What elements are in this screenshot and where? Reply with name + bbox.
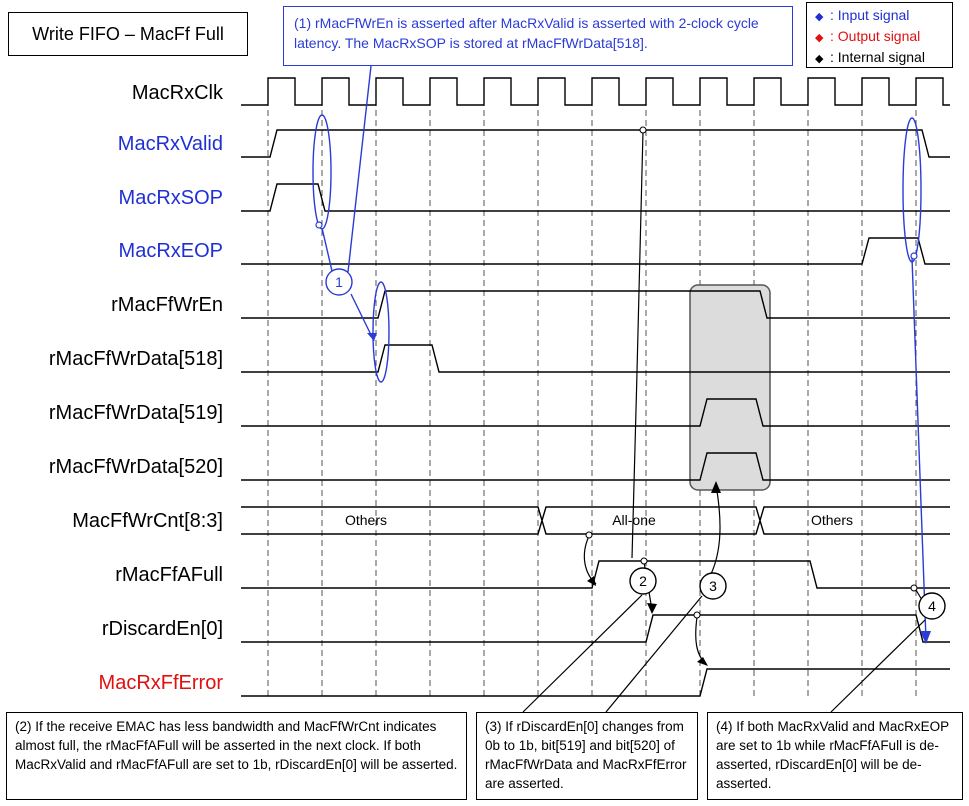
signal-label-macrxvalid: MacRxValid xyxy=(118,133,223,155)
wave-macrxsop xyxy=(241,183,950,212)
marker-2-label: 2 xyxy=(639,573,647,589)
wave-macrxeop xyxy=(241,237,950,265)
clock-guide-lines xyxy=(267,100,917,700)
signal-label-macrxeop: MacRxEOP xyxy=(119,240,223,262)
marker-4-circle xyxy=(918,592,946,620)
wave-rmacffafull xyxy=(241,560,950,589)
bus-value-all-one: All-one xyxy=(612,512,656,528)
legend-input-label: : Input signal xyxy=(830,7,910,23)
dot-discard-rise xyxy=(693,611,701,619)
signal-label-macrxclk: MacRxClk xyxy=(132,82,224,104)
wave-rmacffwrdata-518 xyxy=(241,344,950,373)
ellipse-wren-data518 xyxy=(372,281,390,383)
output-diamond-icon: ◆ xyxy=(815,32,824,44)
note-2: (2) If the receive EMAC has less bandwid… xyxy=(6,712,467,800)
signal-label-macffwrcnt: MacFfWrCnt[8:3] xyxy=(72,510,223,532)
note-4: (4) If both MacRxValid and MacRxEOP are … xyxy=(707,712,963,800)
dot-cnt xyxy=(585,531,593,539)
dot-afull-rise xyxy=(640,557,648,565)
arrowhead-highlight xyxy=(711,481,721,493)
wave-macrxvalid xyxy=(241,129,950,158)
bus-value-others-2: Others xyxy=(811,512,853,528)
marker-1-circle xyxy=(325,268,353,296)
arrowhead-error xyxy=(697,657,708,666)
arrow-discard-to-error xyxy=(695,616,707,665)
arrow-eop-to-discard xyxy=(911,257,927,641)
arrowhead-discard xyxy=(647,603,657,614)
callout-line-1b xyxy=(321,227,333,272)
diagram-title: Write FIFO – MacFf Full xyxy=(8,12,248,56)
input-diamond-icon: ◆ xyxy=(815,11,824,23)
wave-macrxfferror xyxy=(241,668,950,697)
marker-1-label: 1 xyxy=(335,274,343,290)
legend-internal-label: : Internal signal xyxy=(830,49,925,65)
callout-line-3 xyxy=(605,595,703,713)
wave-rmacffwrdata-520 xyxy=(241,452,950,481)
wave-rmacffwren xyxy=(241,290,950,319)
dot-valid xyxy=(639,126,647,134)
legend-internal: ◆ : Internal signal xyxy=(815,48,944,69)
signal-label-rdiscarden: rDiscardEn[0] xyxy=(102,618,223,640)
callout-line-4 xyxy=(830,619,926,713)
dot-afull-low xyxy=(910,584,918,592)
arrowhead-4 xyxy=(920,631,931,644)
marker-4-label: 4 xyxy=(928,598,936,614)
wave-macrxclk xyxy=(241,77,950,106)
arrowhead-1 xyxy=(367,333,377,341)
marker-3-circle xyxy=(699,572,727,600)
legend: ◆ : Input signal ◆ : Output signal ◆ : Inte… xyxy=(806,2,953,68)
signal-label-rmacffwrdata-518: rMacFfWrData[518] xyxy=(49,348,223,370)
callout-line-2 xyxy=(522,594,643,713)
arrow-valid-to-marker2 xyxy=(631,130,644,559)
signal-label-rmacffwren: rMacFfWrEn xyxy=(111,294,223,316)
note-1: (1) rMacFfWrEn is asserted after MacRxVa… xyxy=(283,6,793,66)
signal-label-rmacffafull: rMacFfAFull xyxy=(115,564,223,586)
note-3: (3) If rDiscardEn[0] changes from 0b to … xyxy=(476,712,698,800)
bus-value-others-1: Others xyxy=(345,512,387,528)
marker-2-circle xyxy=(629,567,657,595)
callout-line-1 xyxy=(347,65,372,273)
wave-macffwrcnt-bus xyxy=(241,506,950,535)
marker-3-label: 3 xyxy=(709,578,717,594)
legend-output-label: : Output signal xyxy=(830,28,921,44)
wave-rmacffwrdata-519 xyxy=(241,398,950,427)
arrowhead-afull xyxy=(587,576,596,586)
highlight-region xyxy=(689,284,771,491)
signal-label-rmacffwrdata-520: rMacFfWrData[520] xyxy=(49,456,223,478)
ellipse-valid-eop xyxy=(902,117,922,263)
signal-label-rmacffwrdata-519: rMacFfWrData[519] xyxy=(49,402,223,424)
signal-label-macrxfferror: MacRxFfError xyxy=(99,672,224,694)
wave-rdiscarden xyxy=(241,614,950,643)
dot-sop xyxy=(315,221,323,229)
arrow-marker3-up xyxy=(710,484,721,575)
dot-eop xyxy=(910,252,918,260)
legend-output: ◆ : Output signal xyxy=(815,27,944,48)
internal-diamond-icon: ◆ xyxy=(815,53,824,65)
signal-label-macrxsop: MacRxSOP xyxy=(119,187,223,209)
legend-input: ◆ : Input signal xyxy=(815,6,944,27)
